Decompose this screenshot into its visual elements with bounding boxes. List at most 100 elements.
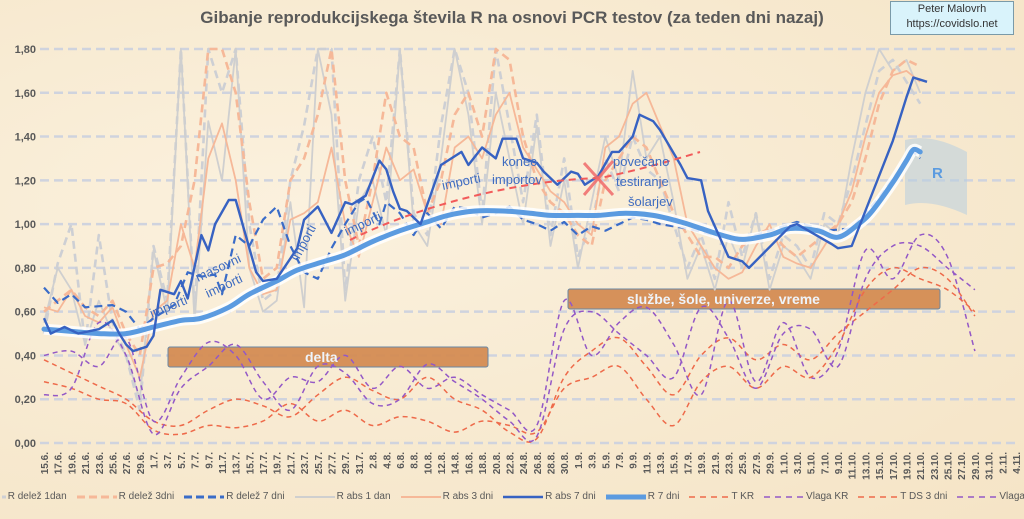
x-tick-label: 30.8. [560, 452, 571, 474]
y-tick-label: 0,40 [15, 350, 36, 362]
legend-item-r-abs-3-dni: R abs 3 dni [400, 491, 493, 502]
y-tick-label: 1,00 [15, 219, 36, 231]
x-tick-label: 13.10. [861, 452, 872, 480]
x-tick-label: 25.7. [314, 452, 325, 474]
konec-label: konec [502, 154, 537, 169]
legend-swatch [764, 495, 805, 498]
x-tick-label: 25.10. [944, 452, 955, 480]
importov-label: importov [492, 172, 542, 187]
x-tick-label: 4.8. [382, 452, 393, 469]
legend-item-vlaga-kr: Vlaga KR [764, 491, 848, 502]
y-tick-label: 0,80 [15, 263, 36, 275]
povecano-label: povečano [613, 154, 669, 169]
x-tick-label: 18.8. [478, 452, 489, 474]
author-url[interactable]: https://covidslo.net [906, 18, 998, 30]
legend: R delež 1dan R delež 3dni R delež 7 dni R a… [0, 491, 1024, 502]
trend-annotation [349, 151, 701, 241]
x-tick-label: 17.9. [683, 452, 694, 474]
legend-item-r-delez-3dni: R delež 3dni [76, 491, 174, 502]
x-tick-label: 2.11. [998, 452, 1009, 474]
x-tick-label: 14.8. [451, 452, 462, 474]
y-tick-label: 1,40 [15, 132, 36, 144]
x-tick-label: 17.7. [259, 452, 270, 474]
x-tick-label: 3.7. [163, 452, 174, 469]
x-tick-label: 23.9. [725, 452, 736, 474]
x-tick-label: 5.7. [177, 452, 188, 469]
series-line-vlaga-deskle [43, 241, 976, 443]
legend-label: Vlaga Deskle [999, 491, 1024, 502]
x-tick-label: 15.6. [40, 452, 51, 474]
x-tick-label: 23.10. [930, 452, 941, 480]
legend-label: R delež 7 dni [226, 491, 285, 502]
legend-label: T KR [731, 491, 755, 502]
x-tick-label: 11.9. [642, 452, 653, 474]
legend-item-r-delez-1dan: R delež 1dan [0, 491, 67, 502]
y-tick-label: 0,20 [15, 394, 36, 406]
x-tick-label: 19.9. [697, 452, 708, 474]
x-tick-label: 20.8. [492, 452, 503, 474]
r-band-label: R [932, 165, 943, 182]
x-tick-label: 25.9. [738, 452, 749, 474]
legend-label: R abs 1 dan [336, 491, 391, 502]
legend-label: T DS 3 dni [900, 491, 948, 502]
legend-item-r-abs-1-dan: R abs 1 dan [294, 491, 391, 502]
series-line-r-7-dni [41, 146, 923, 337]
y-axis-ticks: 0,00 0,20 0,40 0,60 0,80 1,00 1,20 1,40 1,60 1,80 [15, 44, 36, 450]
autumn-box [567, 288, 941, 310]
x-tick-label: 17.6. [54, 452, 65, 474]
legend-swatch [76, 495, 117, 498]
x-tick-label: 11.10. [848, 452, 859, 479]
x-tick-label: 9.7. [204, 452, 215, 469]
x-tick-label: 22.8. [505, 452, 516, 474]
importi-label: importi [287, 222, 319, 264]
x-tick-label: 6.8. [396, 452, 407, 469]
x-tick-label: 21.9. [711, 452, 722, 474]
legend-item-t-kr: T KR [689, 491, 754, 502]
legend-swatch [605, 494, 646, 499]
y-tick-label: 1,20 [15, 175, 36, 187]
x-tick-label: 29.10. [971, 452, 982, 480]
x-tick-label: 1.10. [779, 452, 790, 474]
legend-label: R delež 1dan [7, 491, 67, 502]
period-boxes [167, 288, 941, 368]
x-tick-label: 23.6. [95, 452, 106, 474]
x-tick-label: 2.8. [369, 452, 380, 469]
x-tick-label: 29.7. [341, 452, 352, 474]
autumn-label: službe, šole, univerze, vreme [627, 291, 820, 307]
x-tick-label: 29.6. [136, 452, 147, 474]
x-tick-label: 3.9. [588, 452, 599, 469]
x-tick-label: 28.8. [547, 452, 558, 474]
x-tick-label: 15.10. [875, 452, 886, 480]
x-tick-label: 21.7. [286, 452, 297, 474]
x-tick-label: 4.11. [1012, 452, 1023, 474]
legend-item-vlaga-deskle: Vlaga Deskle [957, 491, 1024, 502]
trend-line [349, 151, 701, 241]
delta-label: delta [305, 349, 338, 365]
x-tick-label: 8.8. [410, 452, 421, 469]
legend-swatch [858, 495, 899, 498]
legend-item-r-abs-7-dni: R abs 7 dni [503, 491, 596, 502]
testiranje-label: testiranje [616, 174, 669, 189]
legend-swatch [294, 495, 335, 498]
x-tick-label: 29.9. [766, 452, 777, 474]
x-tick-label: 7.7. [191, 452, 202, 469]
series-line-vlaga-kr [43, 233, 976, 433]
x-tick-label: 25.6. [108, 452, 119, 474]
x-tick-label: 3.10. [793, 452, 804, 474]
x-tick-label: 27.7. [327, 452, 338, 474]
x-tick-label: 19.6. [67, 452, 78, 474]
x-tick-label: 1.7. [150, 452, 161, 469]
cross-mark-icon [582, 160, 615, 196]
x-tick-label: 9.10. [834, 452, 845, 474]
legend-label: R abs 7 dni [545, 491, 596, 502]
x-tick-label: 7.10. [820, 452, 831, 474]
legend-item-r-delez-7-dni: R delež 7 dni [184, 491, 285, 502]
solarjev-label: šolarjev [628, 194, 673, 209]
x-tick-label: 5.9. [601, 452, 612, 469]
x-tick-label: 12.8. [437, 452, 448, 474]
series-lines [41, 47, 976, 443]
series-line-t-ds-3-dni [43, 266, 976, 436]
x-tick-label: 21.10. [916, 452, 927, 480]
x-tick-label: 13.7. [232, 452, 243, 474]
